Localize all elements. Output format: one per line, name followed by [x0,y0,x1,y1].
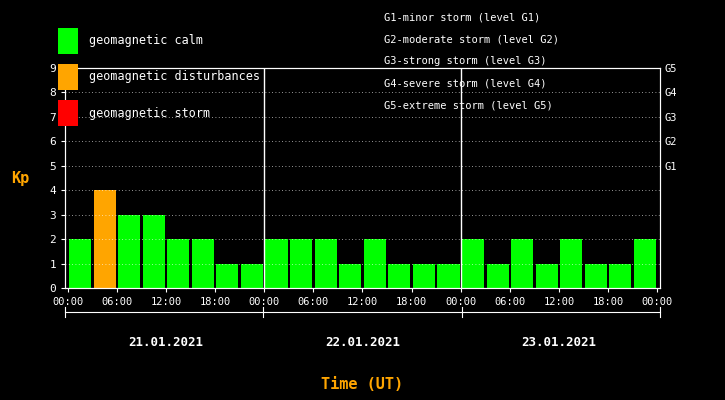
Bar [634,239,656,288]
Bar [216,264,239,288]
Text: 22.01.2021: 22.01.2021 [325,336,400,350]
Text: 23.01.2021: 23.01.2021 [521,336,597,350]
Text: G5-extreme storm (level G5): G5-extreme storm (level G5) [384,100,553,110]
Bar [413,264,435,288]
Bar [290,239,312,288]
Bar [69,239,91,288]
Bar [437,264,460,288]
Text: 21.01.2021: 21.01.2021 [128,336,204,350]
Text: Time (UT): Time (UT) [321,377,404,392]
Bar [536,264,558,288]
Text: geomagnetic disturbances: geomagnetic disturbances [89,70,260,84]
Bar [511,239,533,288]
Text: geomagnetic calm: geomagnetic calm [89,34,203,48]
Text: G4-severe storm (level G4): G4-severe storm (level G4) [384,78,547,88]
Bar [143,215,165,288]
Text: G3-strong storm (level G3): G3-strong storm (level G3) [384,56,547,66]
Bar [486,264,509,288]
Bar [560,239,582,288]
Bar [167,239,189,288]
Bar [118,215,140,288]
Text: G2-moderate storm (level G2): G2-moderate storm (level G2) [384,34,559,44]
Text: geomagnetic storm: geomagnetic storm [89,106,210,120]
Text: G1-minor storm (level G1): G1-minor storm (level G1) [384,12,541,22]
Bar [364,239,386,288]
Bar [585,264,607,288]
Bar [389,264,410,288]
Bar [241,264,263,288]
Bar [94,190,115,288]
Bar [339,264,361,288]
Bar [315,239,336,288]
Text: Kp: Kp [12,170,30,186]
Bar [192,239,214,288]
Bar [610,264,631,288]
Bar [462,239,484,288]
Bar [265,239,288,288]
